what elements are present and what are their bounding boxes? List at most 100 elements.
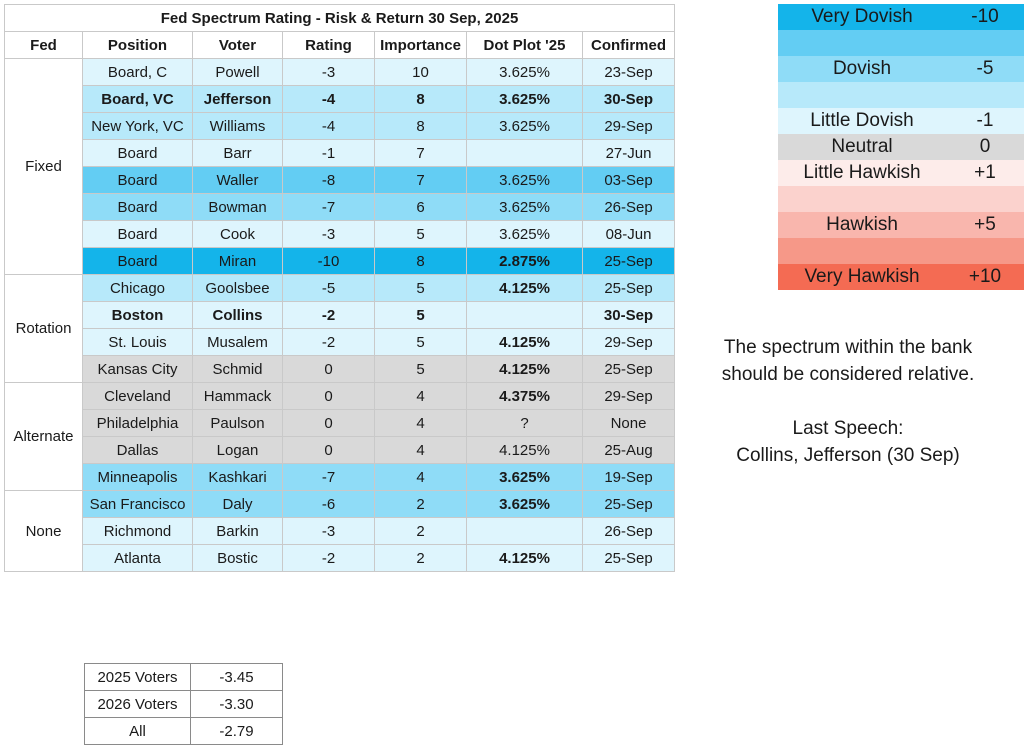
header-voter[interactable]: Voter: [192, 31, 283, 59]
voter-cell: Bostic: [192, 544, 283, 572]
table-row: Board Barr -1 7 27-Jun: [5, 139, 675, 167]
importance-cell: 7: [374, 139, 467, 167]
header-position[interactable]: Position: [82, 31, 193, 59]
importance-cell: 5: [374, 355, 467, 383]
legend-label: Dovish: [832, 58, 892, 79]
summary-row: All -2.79: [84, 717, 283, 745]
summary-label: 2025 Voters: [84, 663, 191, 691]
fed-spectrum-table: Fed Spectrum Rating - Risk & Return 30 S…: [4, 4, 675, 572]
importance-cell: 2: [374, 544, 467, 572]
summary-table: 2025 Voters -3.45 2026 Voters -3.30 All -2.79: [84, 663, 283, 745]
confirmed-cell: 25-Aug: [582, 436, 675, 464]
dot-plot-cell: 4.125%: [466, 355, 583, 383]
voter-cell: Paulson: [192, 409, 283, 437]
legend-row: Very Hawkish +10: [778, 264, 1024, 290]
dot-plot-cell: [466, 517, 583, 545]
legend-row: Dovish -5: [778, 56, 1024, 82]
fed-group-fixed: Fixed: [4, 58, 83, 275]
voter-cell: Barkin: [192, 517, 283, 545]
last-speech-label: Last Speech:: [792, 418, 904, 439]
header-rating[interactable]: Rating: [282, 31, 375, 59]
legend-label: Neutral: [831, 136, 893, 157]
rating-cell: -2: [282, 544, 375, 572]
legend-row: Hawkish +5: [778, 212, 1024, 238]
dot-plot-cell: 3.625%: [466, 220, 583, 248]
summary-label: 2026 Voters: [84, 690, 191, 718]
importance-cell: 2: [374, 490, 467, 518]
confirmed-cell: 27-Jun: [582, 139, 675, 167]
header-confirmed[interactable]: Confirmed: [582, 31, 675, 59]
legend-value: -10: [971, 6, 999, 27]
rating-cell: -3: [282, 58, 375, 86]
legend-label: Little Hawkish: [803, 162, 921, 183]
table-row: Minneapolis Kashkari -7 4 3.625% 19-Sep: [5, 463, 675, 491]
importance-cell: 4: [374, 463, 467, 491]
dot-plot-cell: 3.625%: [466, 112, 583, 140]
position-cell: Cleveland: [82, 382, 193, 410]
legend-value: +5: [974, 214, 996, 235]
position-cell: Board, C: [82, 58, 193, 86]
voter-cell: Kashkari: [192, 463, 283, 491]
voter-cell: Waller: [192, 166, 283, 194]
confirmed-cell: None: [582, 409, 675, 437]
table-row: Board Waller -8 7 3.625% 03-Sep: [5, 166, 675, 194]
header-dot-plot[interactable]: Dot Plot '25: [466, 31, 583, 59]
header-importance[interactable]: Importance: [374, 31, 467, 59]
dot-plot-cell: 4.125%: [466, 436, 583, 464]
dot-plot-cell: 3.625%: [466, 166, 583, 194]
position-cell: St. Louis: [82, 328, 193, 356]
importance-cell: 5: [374, 301, 467, 329]
table-row: Board Bowman -7 6 3.625% 26-Sep: [5, 193, 675, 221]
rating-cell: -3: [282, 220, 375, 248]
summary-value: -2.79: [190, 717, 283, 745]
table-row: Philadelphia Paulson 0 4? None: [5, 409, 675, 437]
legend-row: Neutral 0: [778, 134, 1024, 160]
voter-cell: Jefferson: [192, 85, 283, 113]
voter-cell: Logan: [192, 436, 283, 464]
importance-cell: 5: [374, 274, 467, 302]
header-fed[interactable]: Fed: [4, 31, 83, 59]
legend-value: [946, 186, 1024, 212]
position-cell: Philadelphia: [82, 409, 193, 437]
position-cell: Board: [82, 166, 193, 194]
position-cell: Board: [82, 193, 193, 221]
table-row: None San Francisco Daly -6 2 3.625% 25-Sep: [4, 490, 675, 572]
rating-cell: -5: [282, 274, 375, 302]
fed-group-alternate: Alternate: [4, 382, 83, 491]
dot-plot-cell: 3.625%: [466, 58, 583, 86]
legend-label: [778, 238, 946, 264]
summary-row: 2025 Voters -3.45: [84, 663, 283, 691]
legend-label: Very Hawkish: [804, 266, 920, 287]
voter-cell: Daly: [192, 490, 283, 518]
position-cell: Chicago: [82, 274, 193, 302]
importance-cell: 5: [374, 220, 467, 248]
table-row: Board Cook -3 5 3.625% 08-Jun: [5, 220, 675, 248]
summary-value: -3.30: [190, 690, 283, 718]
header-row: Fed Position Voter Rating Importance Dot…: [4, 31, 675, 59]
last-speech-value: Collins, Jefferson (30 Sep): [736, 445, 960, 466]
position-cell: Atlanta: [82, 544, 193, 572]
confirmed-cell: 19-Sep: [582, 463, 675, 491]
confirmed-cell: 29-Sep: [582, 382, 675, 410]
confirmed-cell: 08-Jun: [582, 220, 675, 248]
table-row: Richmond Barkin -3 2 26-Sep: [5, 517, 675, 545]
confirmed-cell: 30-Sep: [582, 301, 675, 329]
legend-label: [778, 186, 946, 212]
legend-row: Very Dovish -10: [778, 4, 1024, 30]
position-cell: New York, VC: [82, 112, 193, 140]
voter-cell: Bowman: [192, 193, 283, 221]
rating-cell: -1: [282, 139, 375, 167]
position-cell: Richmond: [82, 517, 193, 545]
voter-cell: Cook: [192, 220, 283, 248]
confirmed-cell: 25-Sep: [582, 274, 675, 302]
position-cell: Kansas City: [82, 355, 193, 383]
confirmed-cell: 30-Sep: [582, 85, 675, 113]
position-cell: Dallas: [82, 436, 193, 464]
importance-cell: 4: [374, 409, 467, 437]
legend-label: [778, 30, 946, 56]
legend-value: -5: [976, 58, 994, 79]
rating-cell: -4: [282, 85, 375, 113]
legend-value: [946, 238, 1024, 264]
table-row: Kansas City Schmid 0 5 4.125% 25-Sep: [5, 355, 675, 383]
dot-plot-cell: 4.375%: [466, 382, 583, 410]
